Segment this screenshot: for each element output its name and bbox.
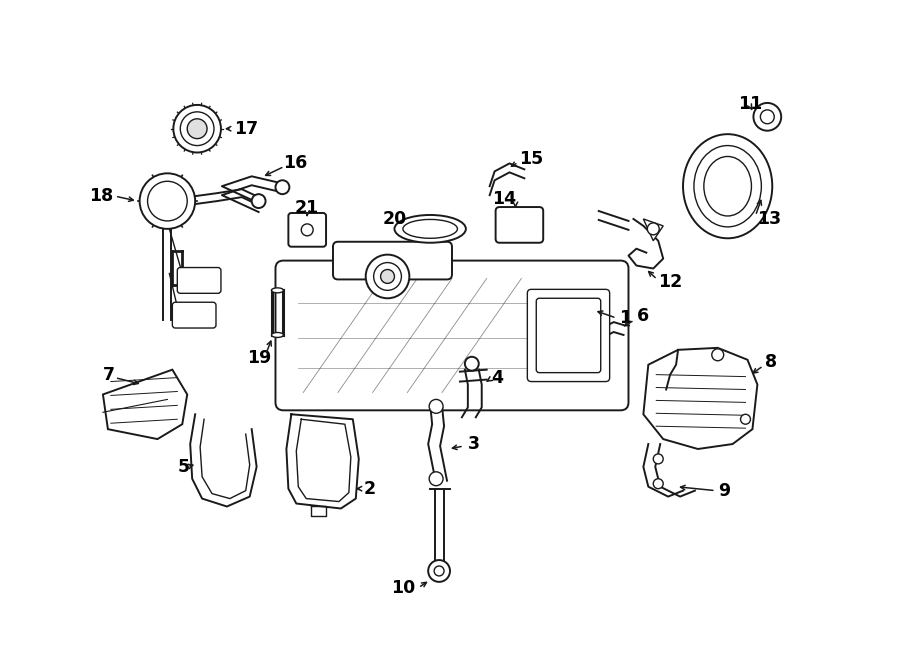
Ellipse shape [403, 219, 457, 238]
FancyBboxPatch shape [333, 242, 452, 280]
Circle shape [434, 566, 444, 576]
Circle shape [429, 399, 443, 413]
Ellipse shape [272, 288, 284, 293]
Text: 5: 5 [177, 458, 189, 476]
Circle shape [647, 223, 659, 235]
Text: 4: 4 [491, 369, 504, 387]
Circle shape [374, 262, 401, 290]
Ellipse shape [683, 134, 772, 238]
Text: 6: 6 [636, 307, 649, 325]
Circle shape [148, 181, 187, 221]
Circle shape [428, 560, 450, 582]
Polygon shape [103, 369, 187, 439]
Circle shape [381, 270, 394, 284]
Text: 17: 17 [234, 120, 258, 137]
Text: 8: 8 [765, 353, 778, 371]
Text: 2: 2 [364, 480, 376, 498]
Circle shape [180, 112, 214, 145]
FancyBboxPatch shape [177, 268, 220, 293]
Text: 14: 14 [492, 190, 517, 208]
Ellipse shape [704, 157, 752, 216]
Circle shape [712, 349, 724, 361]
Text: 20: 20 [382, 210, 407, 228]
Text: 15: 15 [519, 151, 544, 169]
Text: 3: 3 [468, 435, 480, 453]
Ellipse shape [394, 215, 466, 243]
Text: 18: 18 [88, 187, 112, 205]
Circle shape [741, 414, 751, 424]
Circle shape [753, 103, 781, 131]
Text: 16: 16 [284, 155, 308, 173]
FancyBboxPatch shape [275, 260, 628, 410]
Text: 10: 10 [391, 579, 415, 597]
Circle shape [429, 472, 443, 486]
Text: 7: 7 [103, 366, 115, 383]
Text: 21: 21 [295, 199, 319, 217]
FancyBboxPatch shape [536, 298, 600, 373]
Circle shape [465, 357, 479, 371]
FancyBboxPatch shape [173, 302, 216, 328]
Circle shape [653, 454, 663, 464]
Text: 19: 19 [248, 349, 272, 367]
FancyBboxPatch shape [288, 213, 326, 247]
Ellipse shape [694, 145, 761, 227]
FancyBboxPatch shape [496, 207, 544, 243]
Polygon shape [644, 219, 663, 241]
Circle shape [174, 105, 220, 153]
Circle shape [365, 254, 410, 298]
Circle shape [252, 194, 266, 208]
Circle shape [140, 173, 195, 229]
Circle shape [653, 479, 663, 488]
Circle shape [760, 110, 774, 124]
Circle shape [275, 180, 290, 194]
Circle shape [302, 224, 313, 236]
Text: 12: 12 [658, 274, 682, 292]
Polygon shape [644, 348, 758, 449]
Text: 11: 11 [738, 95, 761, 113]
Text: 13: 13 [758, 210, 781, 228]
Ellipse shape [272, 332, 284, 338]
FancyBboxPatch shape [527, 290, 609, 381]
Circle shape [187, 119, 207, 139]
Text: 9: 9 [717, 482, 730, 500]
Text: 1: 1 [618, 309, 631, 327]
